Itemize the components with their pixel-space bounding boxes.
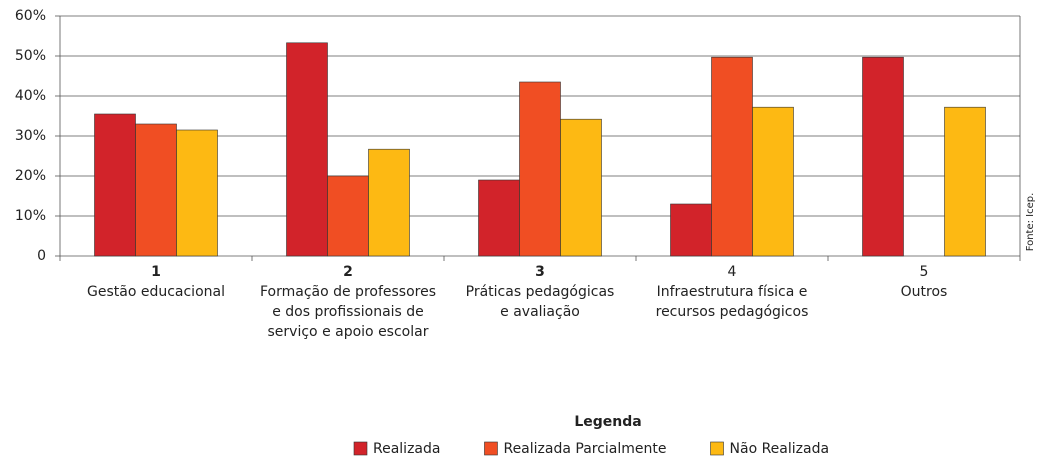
bar: [944, 106, 986, 257]
x-tick-label: Práticas pedagógicas: [466, 284, 615, 300]
y-tick-label: 10%: [15, 208, 46, 224]
bar: [176, 129, 218, 257]
x-tick-label: 5: [920, 264, 929, 280]
bar: [519, 81, 561, 257]
x-tick-label: 4: [728, 264, 737, 280]
bar: [478, 179, 520, 257]
legend-label: Realizada Parcialmente: [503, 441, 666, 457]
y-tick-label: 20%: [15, 168, 46, 184]
legend-label: Realizada: [373, 441, 440, 457]
legend-swatch: [710, 441, 724, 456]
x-tick-label: Infraestrutura física e: [657, 284, 808, 300]
source-note: Fonte: Icep.: [1025, 193, 1036, 252]
x-tick-label: Outros: [901, 284, 948, 300]
x-tick-label: e dos profissionais de: [272, 304, 424, 320]
bar: [135, 123, 177, 257]
legend-swatch: [484, 441, 498, 456]
legend-label: Não Realizada: [730, 441, 830, 457]
x-tick-label: 1: [151, 264, 161, 280]
x-tick-label: Formação de professores: [260, 284, 436, 300]
x-tick-label: Gestão educacional: [87, 284, 225, 300]
x-tick-label: serviço e apoio escolar: [268, 324, 429, 340]
legend-swatch: [353, 441, 368, 456]
bar: [670, 203, 712, 257]
y-tick-label: 30%: [15, 128, 46, 144]
bar: [711, 56, 753, 257]
y-tick-label: 60%: [15, 8, 46, 24]
x-tick-label: 3: [535, 264, 545, 280]
bar: [752, 106, 794, 257]
bar: [368, 148, 410, 257]
x-tick-label: recursos pedagógicos: [656, 304, 809, 320]
bar: [560, 118, 602, 257]
y-tick-label: 0: [37, 248, 46, 264]
bar: [94, 113, 136, 257]
x-tick-label: 2: [343, 264, 353, 280]
y-tick-label: 50%: [15, 48, 46, 64]
x-tick-label: e avaliação: [500, 304, 580, 320]
bar: [286, 42, 328, 257]
legend-title: Legenda: [574, 414, 641, 430]
bar: [862, 56, 904, 257]
bar: [327, 175, 369, 257]
y-tick-label: 40%: [15, 88, 46, 104]
